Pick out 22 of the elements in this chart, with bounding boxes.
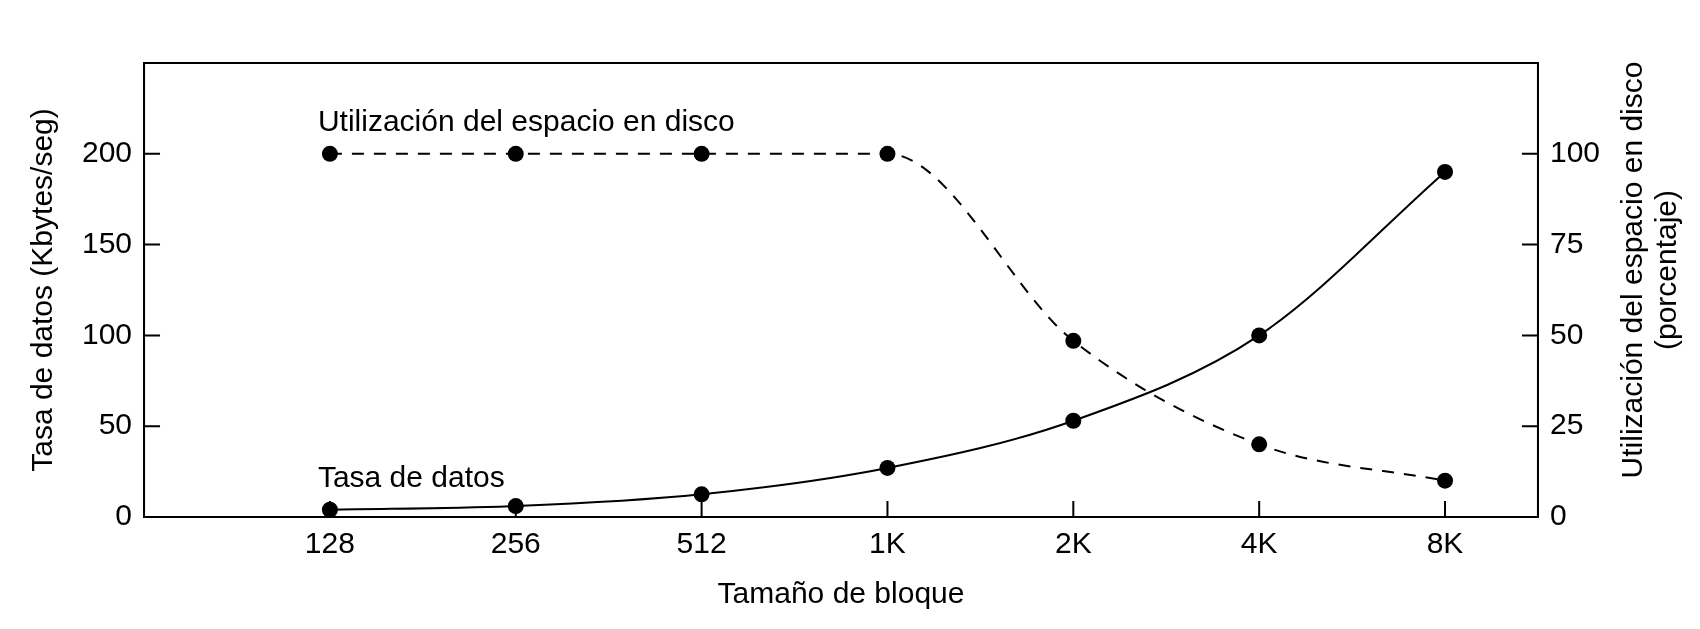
y-tick-label: 0 [115, 498, 133, 532]
x-tick-label: 128 [304, 526, 355, 560]
x-tick-label: 256 [490, 526, 541, 560]
y-axis-title: Tasa de datos (Kbytes/seg) [25, 108, 59, 472]
y2-tick-label: 100 [1549, 135, 1601, 169]
y2-tick-label: 50 [1549, 316, 1584, 350]
y2-tick-label: 75 [1549, 225, 1584, 259]
x-tick-label: 2K [1054, 526, 1092, 560]
x-tick-label: 4K [1240, 526, 1278, 560]
y-tick-label: 50 [98, 407, 133, 441]
series-label: Tasa de datos [317, 460, 505, 493]
y2-tick-label: 25 [1549, 407, 1584, 441]
series-label: Utilización del espacio en disco [317, 104, 735, 138]
y2-tick-label: 0 [1549, 498, 1567, 532]
x-tick-label: 1K [869, 526, 906, 560]
x-tick-label: 8K [1426, 526, 1464, 560]
x-axis-title: Tamaño de bloque [717, 576, 965, 610]
y-tick-label: 100 [81, 316, 133, 350]
y-tick-label: 150 [81, 225, 133, 259]
y2-axis-title: Utilización del espacio en disco (porcentaje) [1615, 61, 1683, 479]
x-tick-label: 512 [676, 526, 727, 560]
y-tick-label: 200 [81, 135, 133, 169]
